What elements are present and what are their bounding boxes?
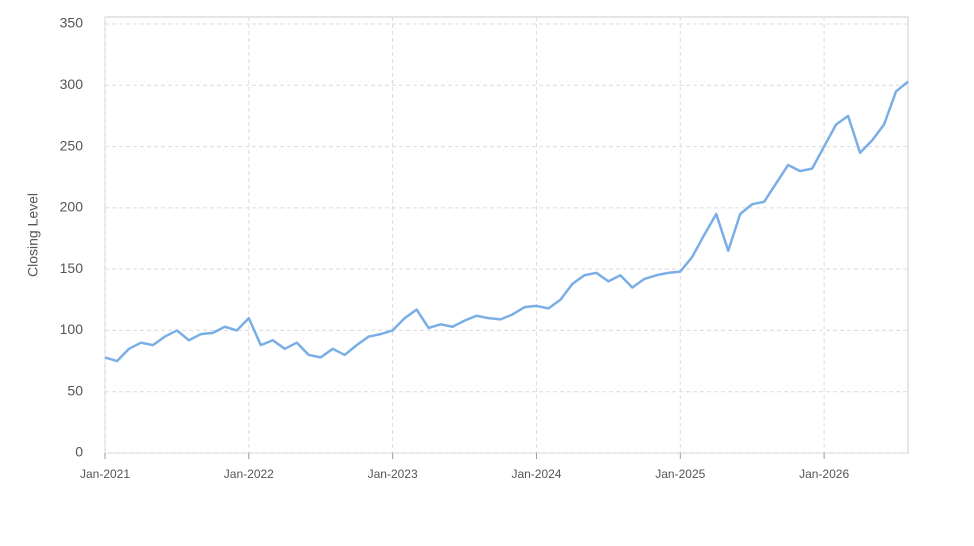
- plot-frame: [104, 16, 909, 454]
- y-tick-label: 0: [75, 444, 83, 460]
- x-tick-label: Jan-2022: [224, 467, 274, 481]
- y-tick-label: 50: [67, 382, 83, 398]
- x-tick-label: Jan-2026: [799, 467, 849, 481]
- y-axis-title: Closing Level: [25, 193, 41, 277]
- y-tick-label: 300: [60, 76, 84, 92]
- x-tick-label: Jan-2023: [368, 467, 418, 481]
- y-tick-label: 250: [60, 137, 84, 153]
- x-tick-label: Jan-2025: [655, 467, 705, 481]
- y-tick-label: 150: [60, 260, 84, 276]
- x-tick-label: Jan-2024: [511, 467, 561, 481]
- y-tick-label: 200: [60, 199, 84, 215]
- y-tick-label: 100: [60, 321, 84, 337]
- y-tick-label: 350: [60, 15, 84, 31]
- x-tick-label: Jan-2021: [80, 467, 130, 481]
- data-line: [104, 80, 909, 363]
